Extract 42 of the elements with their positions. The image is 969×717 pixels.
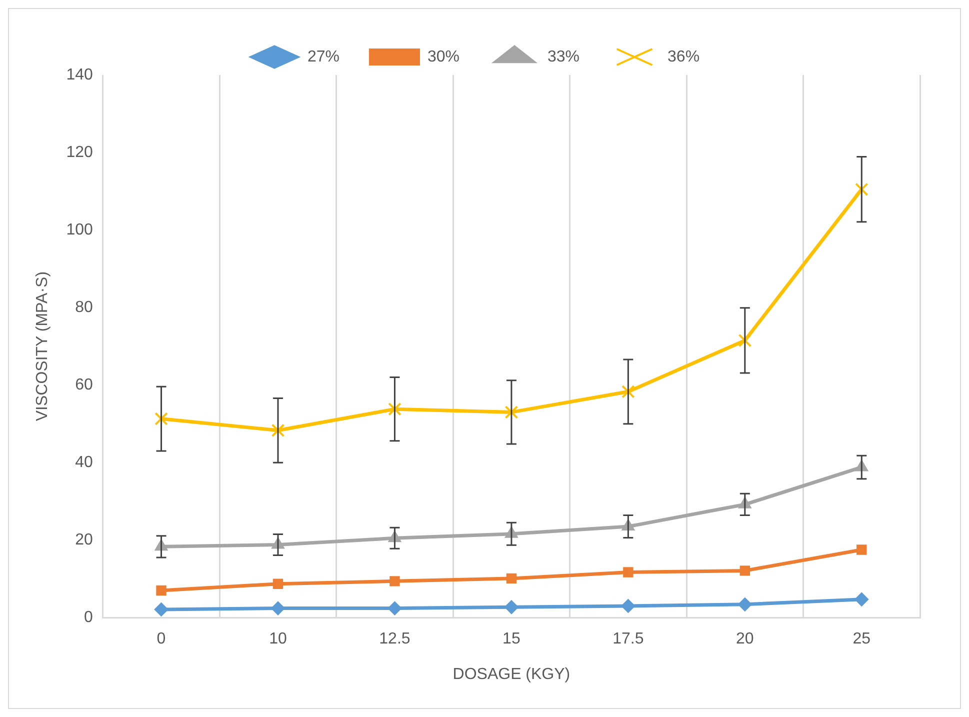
point <box>738 334 752 348</box>
y-tick-label: 80 <box>75 298 93 316</box>
point <box>271 424 285 438</box>
y-tick-label: 140 <box>66 66 93 84</box>
x-axis-title: DOSAGE (KGY) <box>452 666 570 683</box>
point <box>156 585 166 596</box>
point <box>738 597 752 612</box>
y-axis-title: VISCOSITY (MPA·S) <box>34 271 52 422</box>
point <box>272 578 284 589</box>
legend-label: 33% <box>548 48 580 66</box>
point <box>270 601 285 616</box>
point <box>388 601 402 616</box>
x-tick-label: 10 <box>269 630 287 648</box>
point <box>506 573 517 584</box>
x-tick-label: 20 <box>736 630 754 648</box>
y-tick-label: 20 <box>75 531 93 548</box>
point <box>740 566 750 576</box>
y-tick-label: 100 <box>66 221 93 238</box>
x-tick-label: 25 <box>852 630 871 648</box>
point <box>854 592 869 606</box>
point <box>504 600 518 614</box>
point <box>154 602 168 616</box>
point <box>390 576 400 586</box>
point <box>621 598 636 613</box>
point <box>154 412 168 426</box>
y-tick-label: 60 <box>75 376 93 394</box>
legend-label: 30% <box>427 48 460 66</box>
x-tick-label: 17.5 <box>612 630 644 648</box>
x-tick-label: 0 <box>156 630 166 648</box>
point <box>623 567 634 578</box>
legend-label: 36% <box>668 48 700 66</box>
x-tick-label: 15 <box>502 630 520 648</box>
point <box>856 544 867 555</box>
x-tick-label: 12.5 <box>379 630 410 648</box>
point <box>388 402 402 416</box>
legend-label: 27% <box>307 48 340 66</box>
y-tick-label: 0 <box>84 609 93 626</box>
point <box>622 384 635 398</box>
point <box>854 182 868 196</box>
point <box>504 406 518 419</box>
y-tick-label: 40 <box>75 454 93 471</box>
y-tick-label: 120 <box>66 144 93 161</box>
